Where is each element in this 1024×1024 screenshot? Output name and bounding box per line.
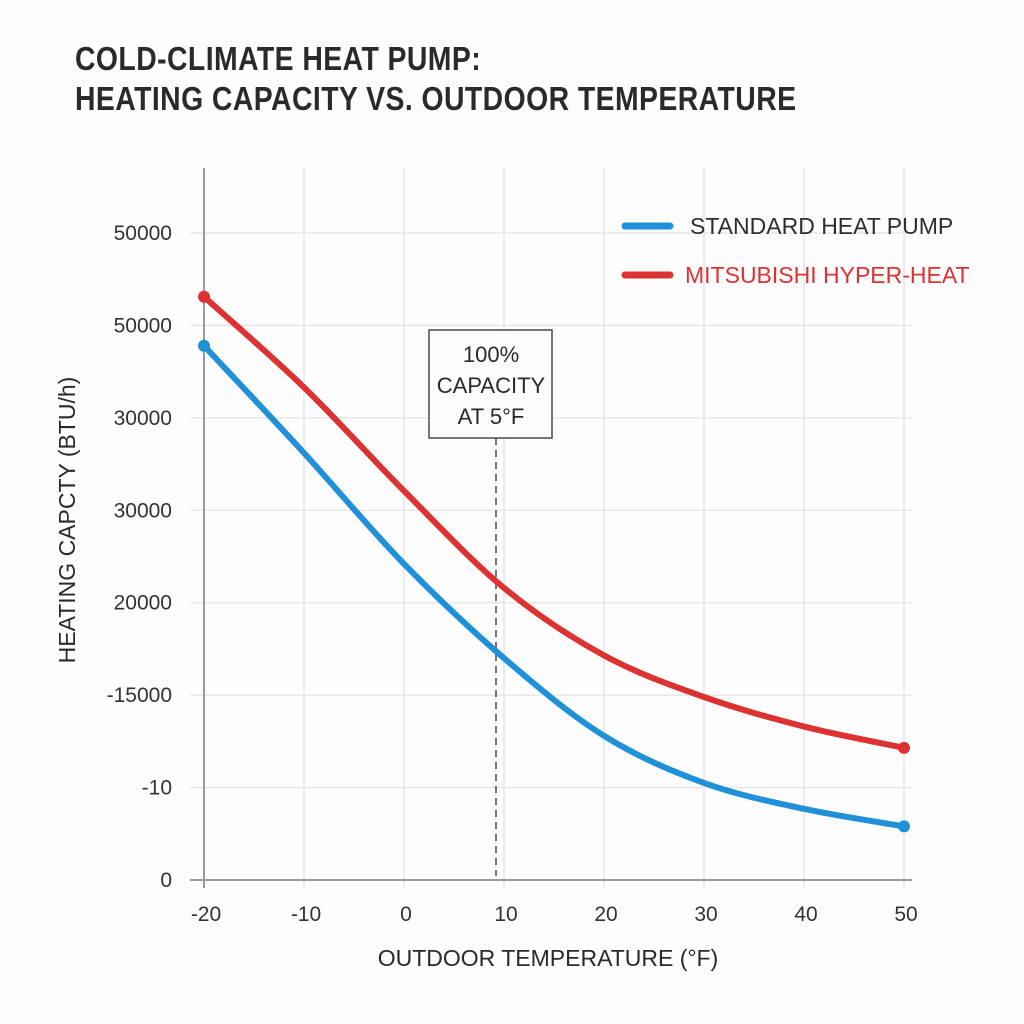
x-tick-label: 30 [694, 903, 717, 926]
tick-labels: 0 -10 -15000 20000 30000 30000 50000 50000 -20 -1… [107, 222, 918, 926]
series-line-0 [201, 342, 907, 830]
x-axis-label: OUTDOOR TEMPERATURE (°F) [378, 945, 719, 971]
chart-title-line2: HEATING CAPACITY VS. OUTDOOR TEMPERATURE [75, 80, 797, 117]
axes [190, 168, 912, 888]
annotation: 100% CAPACITY AT 5°F [428, 329, 553, 876]
series-endpoint-1 [198, 290, 210, 303]
annotation-line-3: AT 5°F [458, 404, 525, 429]
x-tick-label: -20 [191, 903, 221, 926]
legend-label-standard: STANDARD HEAT PUMP [690, 213, 953, 239]
series-endpoint-0 [898, 820, 910, 833]
grid [190, 168, 912, 888]
y-tick-label: 50000 [114, 314, 172, 337]
x-tick-label: -10 [291, 903, 321, 926]
series [198, 290, 910, 833]
y-tick-label: 30000 [114, 499, 172, 522]
y-tick-label: 30000 [114, 407, 172, 430]
x-tick-label: 40 [794, 903, 817, 926]
annotation-box [428, 329, 553, 439]
x-tick-label: 0 [400, 903, 412, 926]
annotation-line-1: 100% [463, 342, 519, 367]
y-tick-label: 0 [160, 869, 172, 892]
y-axis-label: HEATING CAPCTY (BTU/h) [54, 377, 80, 664]
chart-title-line1: COLD-CLIMATE HEAT PUMP: [75, 40, 482, 77]
y-tick-label: -10 [142, 777, 172, 800]
y-tick-label: 50000 [114, 222, 172, 245]
series-endpoint-0 [198, 339, 210, 352]
y-tick-label: -15000 [107, 684, 172, 707]
x-tick-label: 10 [494, 903, 517, 926]
legend: STANDARD HEAT PUMP MITSUBISHI HYPER-HEAT [621, 213, 970, 288]
legend-label-hyper-heat: MITSUBISHI HYPER-HEAT [685, 262, 970, 288]
series-endpoint-1 [898, 741, 910, 754]
annotation-line-2: CAPACITY [437, 373, 546, 398]
x-tick-label: 50 [894, 903, 917, 926]
x-tick-label: 20 [594, 903, 617, 926]
y-tick-label: 20000 [114, 592, 172, 615]
series-line-1 [201, 293, 907, 751]
